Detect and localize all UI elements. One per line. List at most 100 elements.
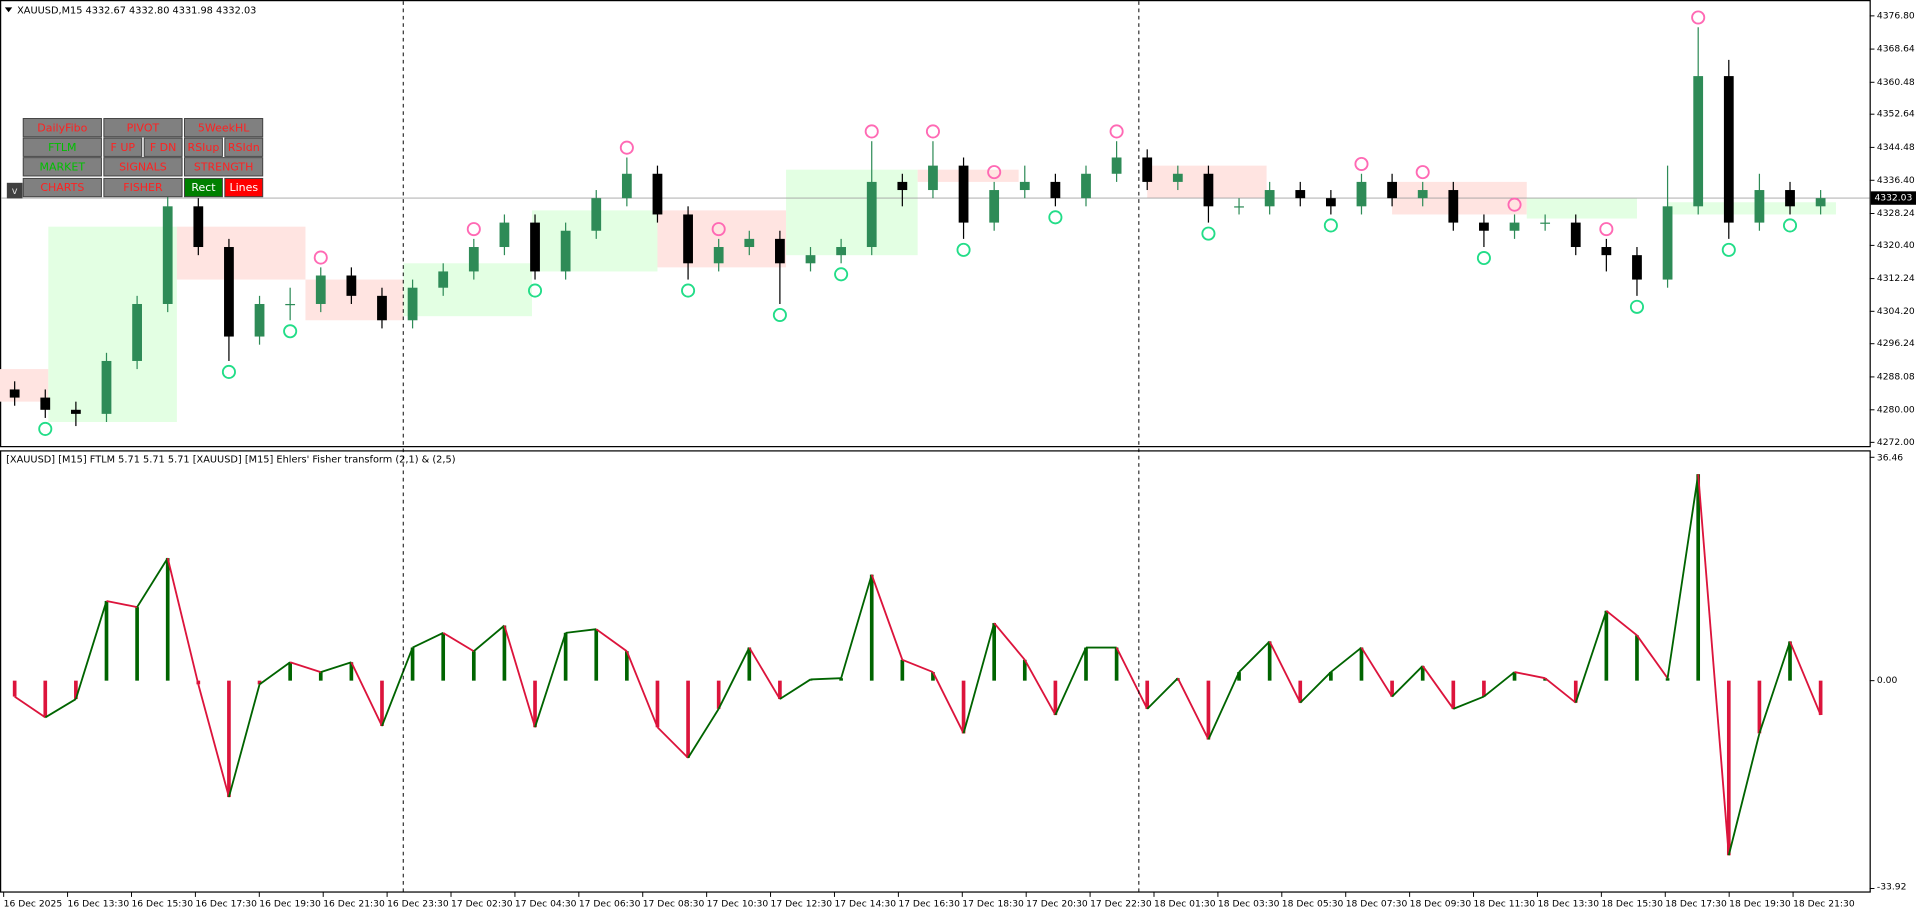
signal-line-segment [779,678,812,700]
x-tick-label: 17 Dec 10:30 [707,899,769,910]
y-tick-label: 4304.20 [1877,306,1915,317]
signal-line-segment [75,600,108,700]
button[interactable]: F UP [103,137,143,157]
button[interactable]: RSIup [184,137,223,157]
button[interactable]: Lines [224,177,264,198]
candle-body [866,181,877,248]
candle-body [1662,206,1673,280]
signal-line-segment [44,698,77,719]
histogram-bar [1757,680,1762,734]
menu-arrow[interactable] [4,7,13,13]
histogram-bar [227,680,231,798]
candle-body [1172,173,1183,182]
signal-line-segment [595,628,628,652]
indicator-frame [0,450,1871,893]
zone [1667,202,1836,215]
buy-signal [834,267,849,282]
histogram-bar [410,647,415,681]
candle-body [132,303,142,361]
button-label: RSIup [188,141,220,154]
candle-body [652,173,663,215]
buy-signal [956,242,971,257]
signal-line-segment [442,632,475,653]
layers [0,10,1870,856]
signal-line-segment [1697,474,1730,856]
candle-body [1142,157,1153,182]
buy-signal [1476,250,1491,266]
y-tick-label: 4376.80 [1877,10,1915,21]
histogram-bar [1114,647,1119,681]
buy-signal [681,283,696,298]
candle-body [377,295,387,321]
candle-body [805,255,816,264]
button-label: STRENGTH [194,160,254,173]
button[interactable]: FISHER [103,177,183,198]
x-tick-label: 18 Dec 19:30 [1729,899,1791,910]
button[interactable]: DailyFibo [22,118,102,138]
histogram-bar [1451,680,1456,709]
histogram-bar [1818,680,1823,715]
signal-line-segment [993,622,1026,661]
signal-line-segment [503,625,536,728]
x-tick-label: 17 Dec 22:30 [1090,899,1152,910]
histogram-bar [1267,641,1272,681]
candle-body [70,409,81,414]
zone [403,263,532,317]
x-tick-label: 18 Dec 17:30 [1665,899,1727,910]
symbol-header: XAUUSD,M15 4332.67 4332.80 4331.98 4332.… [17,5,256,16]
candle-body [1632,255,1642,280]
histogram-bar [1482,680,1486,697]
button[interactable]: 5WeekHL [184,118,264,138]
candle-body [836,247,847,256]
candle-body [468,247,479,272]
button[interactable]: PIVOT [103,118,183,138]
buy-signal [527,283,543,298]
sell-signal [466,222,481,237]
signal-line-segment [1666,474,1700,679]
candle-body [621,173,632,199]
x-tick-label: 18 Dec 15:30 [1601,899,1663,910]
histogram-bar [1420,665,1425,681]
x-tick-label: 17 Dec 20:30 [1026,899,1088,910]
button[interactable]: v [6,182,23,199]
histogram-bar [655,680,660,728]
candle-body [9,389,20,398]
candle-body [1417,190,1428,199]
histogram-bar [1543,678,1547,681]
candle-body [775,238,785,264]
signal-line-segment [14,695,46,719]
button[interactable]: MARKET [22,157,102,177]
histogram-bar [1788,641,1792,681]
sell-signal [1507,197,1522,212]
y-tick-label: 4296.24 [1877,338,1915,349]
candle-body [744,238,755,248]
button[interactable]: Rect [184,177,223,198]
histogram-bar [900,659,905,681]
sell-signal [987,165,1002,180]
button[interactable]: FTLM [22,137,102,157]
histogram-bar [594,629,599,681]
candle-body [285,303,296,306]
button-label: F DN [150,141,176,154]
button-label: SIGNALS [119,160,167,173]
button[interactable]: STRENGTH [184,157,264,177]
signal-line-segment [1023,659,1057,716]
sell-signal [1109,124,1124,139]
x-tick-label: 18 Dec 21:30 [1793,899,1855,910]
signal-line-segment [259,661,291,686]
button[interactable]: RSIdn [224,137,264,157]
histogram-bar [686,680,690,758]
signal-line-segment [1605,610,1638,637]
sell-signal [711,222,726,237]
button-label: Rect [191,181,216,194]
button[interactable]: SIGNALS [103,157,183,177]
histogram-bar [1512,672,1517,681]
button[interactable]: F DN [143,137,183,157]
y-tick-label: 4272.00 [1877,437,1915,448]
histogram-bar [1298,680,1303,703]
x-tick-label: 17 Dec 16:30 [898,899,960,910]
y-tick-label: 4368.64 [1877,44,1915,55]
button[interactable]: CHARTS [22,177,102,198]
candle-body [1693,76,1704,207]
x-tick-label: 18 Dec 01:30 [1154,899,1216,910]
